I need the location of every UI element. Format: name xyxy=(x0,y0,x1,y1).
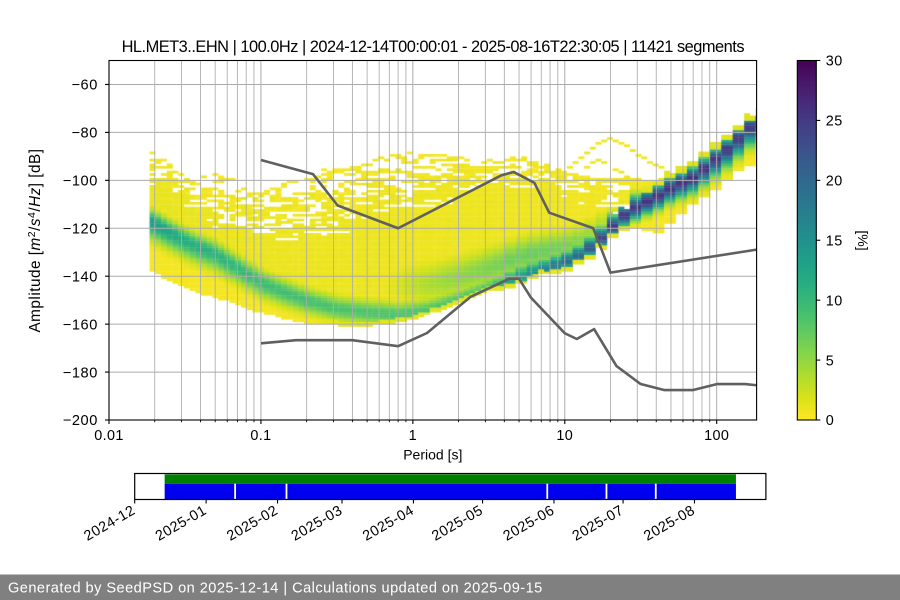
svg-text:Period [s]: Period [s] xyxy=(403,447,462,463)
svg-text:−80: −80 xyxy=(71,126,98,142)
svg-text:[%]: [%] xyxy=(855,230,871,250)
svg-text:2025-04: 2025-04 xyxy=(360,503,417,545)
svg-text:10: 10 xyxy=(556,428,573,444)
svg-text:0: 0 xyxy=(826,413,835,429)
svg-text:−100: −100 xyxy=(63,174,98,190)
svg-text:2025-06: 2025-06 xyxy=(501,503,558,545)
svg-text:−120: −120 xyxy=(63,221,98,237)
svg-text:1: 1 xyxy=(409,428,417,444)
svg-text:2025-08: 2025-08 xyxy=(641,503,698,545)
svg-text:5: 5 xyxy=(826,353,835,369)
svg-text:10: 10 xyxy=(826,293,843,309)
svg-text:30: 30 xyxy=(826,54,843,70)
svg-text:2025-03: 2025-03 xyxy=(289,503,346,545)
svg-text:20: 20 xyxy=(826,174,843,190)
svg-text:Generated by SeedPSD on 2025-1: Generated by SeedPSD on 2025-12-14 | Cal… xyxy=(8,581,543,597)
svg-text:−160: −160 xyxy=(63,317,98,333)
svg-text:−60: −60 xyxy=(71,78,98,94)
svg-text:100: 100 xyxy=(704,428,729,444)
svg-text:2024-12: 2024-12 xyxy=(81,503,138,545)
svg-text:15: 15 xyxy=(826,233,843,249)
svg-text:2025-07: 2025-07 xyxy=(570,503,627,545)
svg-text:2025-01: 2025-01 xyxy=(153,503,210,545)
svg-text:HL.MET3..EHN | 100.0Hz | 2024-: HL.MET3..EHN | 100.0Hz | 2024-12-14T00:0… xyxy=(122,38,745,56)
svg-text:−180: −180 xyxy=(63,365,98,381)
svg-text:−140: −140 xyxy=(63,269,98,285)
svg-text:Amplitude [m2/s4/Hz] [dB]: Amplitude [m2/s4/Hz] [dB] xyxy=(26,148,44,332)
svg-text:0.01: 0.01 xyxy=(94,428,124,444)
svg-text:2025-05: 2025-05 xyxy=(429,503,486,545)
svg-text:25: 25 xyxy=(826,114,843,130)
svg-text:2025-02: 2025-02 xyxy=(224,503,281,545)
svg-text:0.1: 0.1 xyxy=(250,428,271,444)
svg-text:−200: −200 xyxy=(63,413,98,429)
